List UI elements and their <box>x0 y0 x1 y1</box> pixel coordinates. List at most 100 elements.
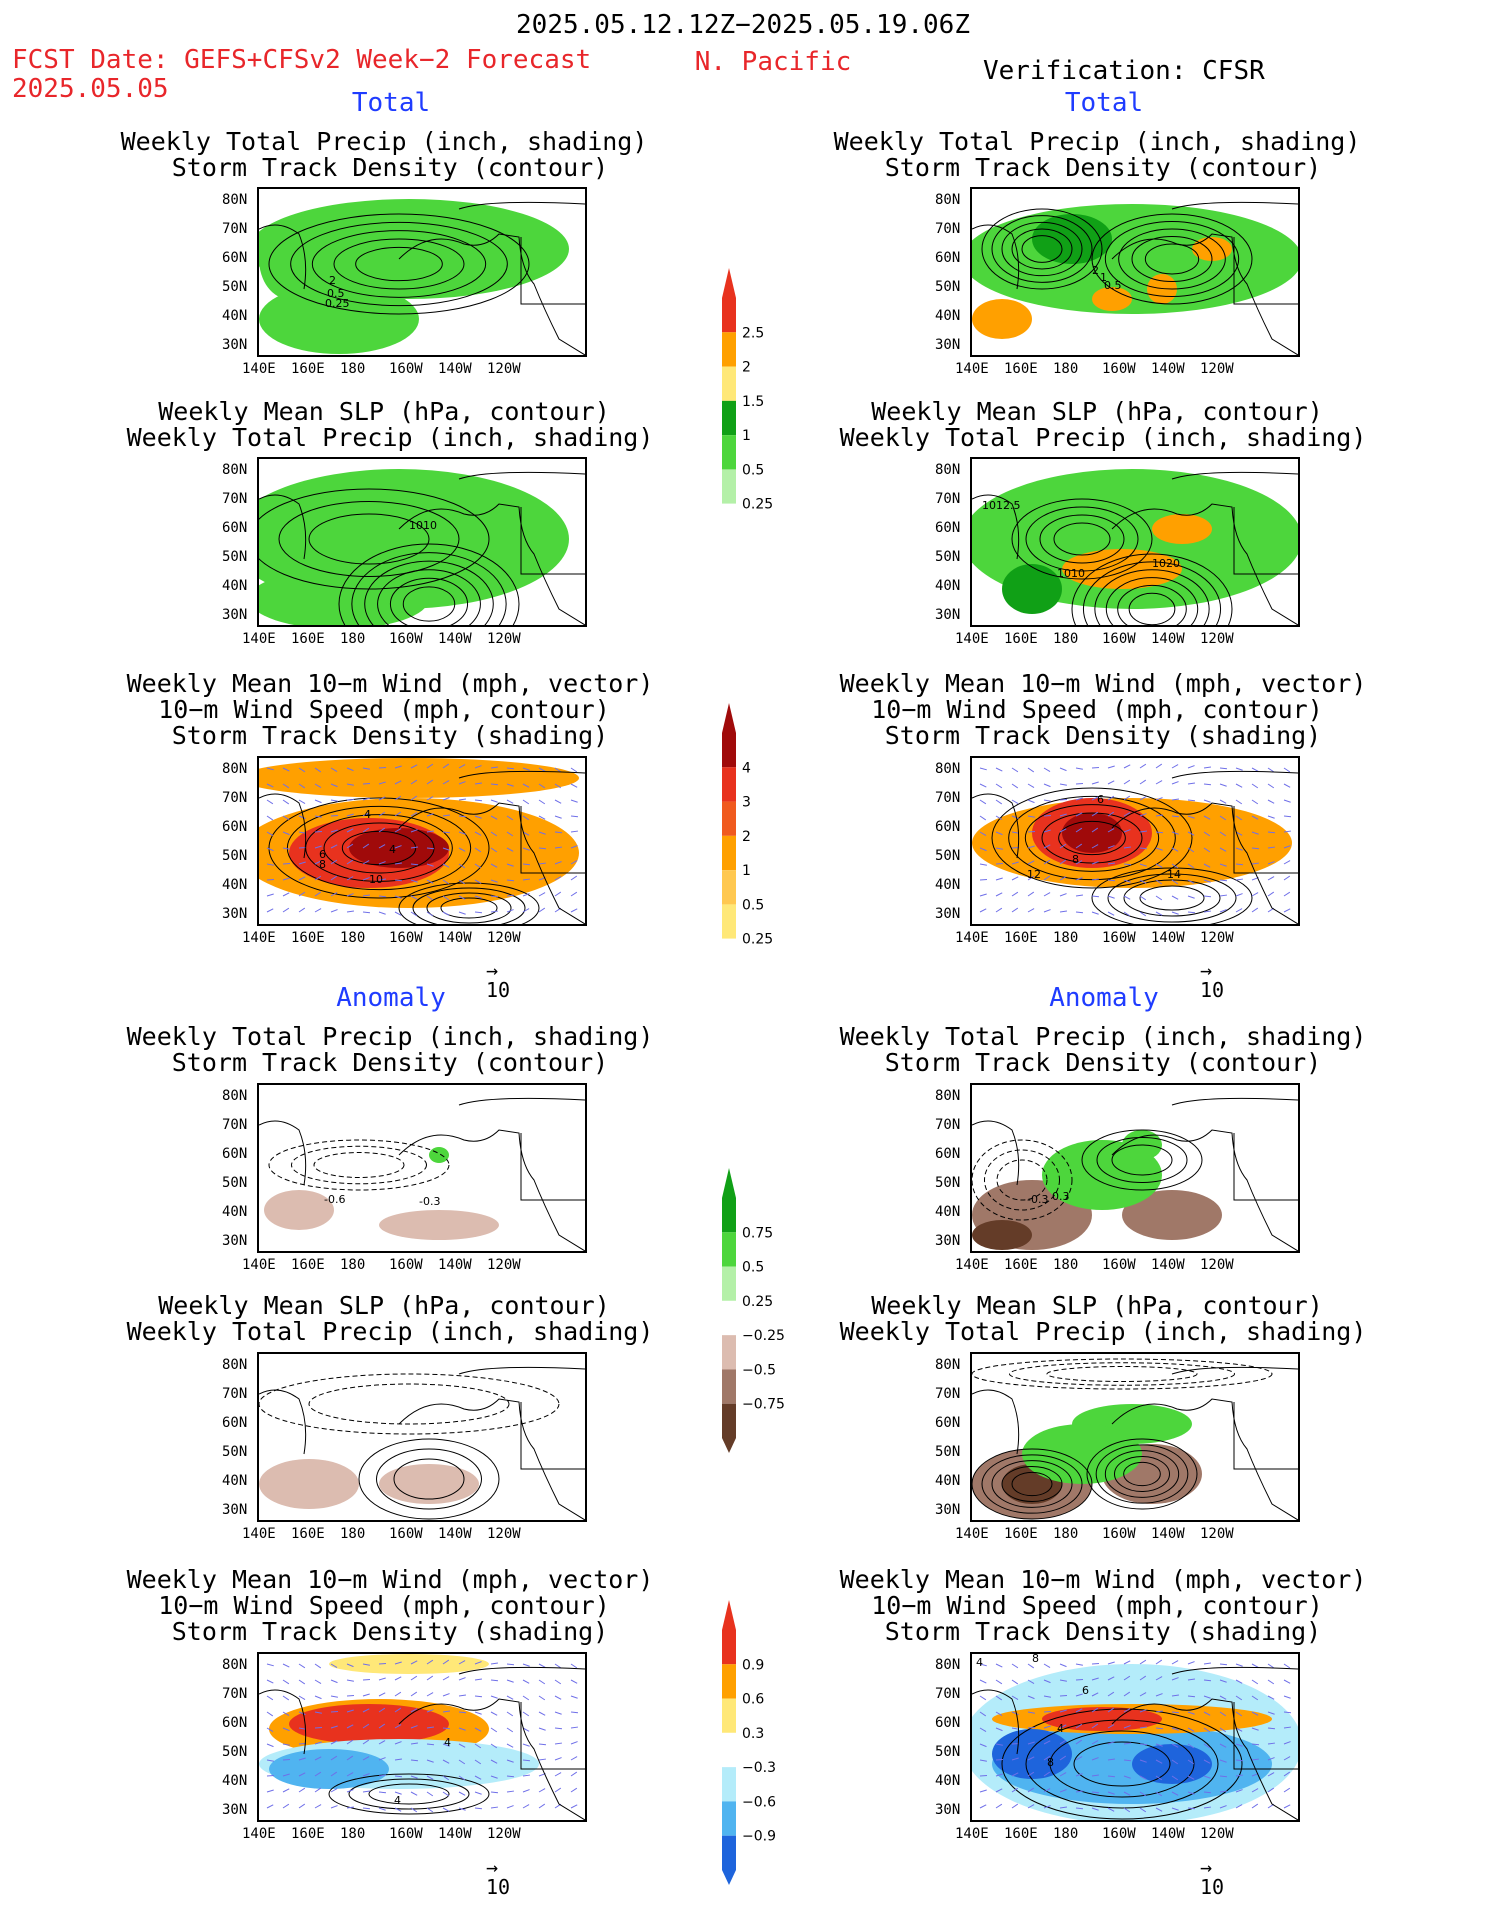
contour-line <box>972 1448 1093 1520</box>
wind-vector <box>314 908 322 913</box>
lat-label: 30N <box>935 337 961 353</box>
contour-line <box>323 822 435 874</box>
wind-vector <box>474 831 482 836</box>
wind-vector <box>979 1743 987 1748</box>
lat-label: 80N <box>222 192 248 208</box>
contour-line <box>1086 1438 1198 1510</box>
wind-vector <box>458 1807 466 1811</box>
wind-vector <box>474 911 483 914</box>
wind-vector <box>426 1775 434 1780</box>
wind-vector <box>394 811 402 817</box>
wind-vector <box>1235 799 1243 805</box>
contour-line <box>1091 867 1253 924</box>
wind-vector <box>474 815 482 819</box>
wind-vector <box>474 895 482 899</box>
wind-vector <box>1059 783 1067 786</box>
wind-vector <box>410 1725 418 1729</box>
wind-vector <box>266 815 274 821</box>
wind-vector <box>1283 1741 1291 1745</box>
wind-vector <box>1075 827 1083 833</box>
contour-line <box>398 882 540 924</box>
wind-vector <box>570 908 578 913</box>
wind-vector <box>362 1739 370 1745</box>
wind-vector <box>1059 1739 1067 1745</box>
ra3-title-1: Weekly Mean 10−m Wind (mph, vector) <box>839 1565 1367 1594</box>
wind-vector <box>1283 1771 1291 1777</box>
shading-region <box>1062 813 1122 853</box>
contour-line <box>393 1458 465 1500</box>
wind-vector <box>1267 1772 1275 1777</box>
contour-label: 8 <box>1032 1654 1039 1665</box>
wind-vector <box>1107 1775 1116 1778</box>
lon-label: 140W <box>1151 1526 1185 1542</box>
wind-vector <box>506 1790 515 1793</box>
wind-vector <box>314 1663 322 1669</box>
lat-label: 80N <box>222 1657 248 1673</box>
lat-label: 70N <box>935 1386 961 1402</box>
lon-label: 160W <box>1102 1526 1136 1542</box>
lon-label: 180 <box>1053 930 1079 946</box>
wind-vector <box>1283 875 1291 881</box>
wind-vector <box>1251 1695 1259 1701</box>
wind-vector <box>1027 1804 1035 1809</box>
lon-label: 160W <box>389 361 423 377</box>
wind-vector <box>298 1757 306 1761</box>
shading-region <box>259 284 419 354</box>
la1-title-1: Weekly Total Precip (inch, shading) <box>126 1022 654 1051</box>
lon-label: 180 <box>340 930 366 946</box>
wind-vector <box>1203 799 1211 803</box>
wind-vector <box>1219 863 1227 867</box>
colorbar-label: 0.75 <box>742 1225 773 1241</box>
lat-label: 80N <box>935 1357 961 1373</box>
contour-line <box>351 552 507 625</box>
lon-label: 180 <box>340 631 366 647</box>
lat-label: 60N <box>935 520 961 536</box>
wind-vector <box>1059 876 1067 881</box>
wind-vector <box>1059 1663 1067 1668</box>
wind-vector <box>1075 1693 1083 1697</box>
wind-vector <box>298 767 306 773</box>
wind-vector <box>538 892 546 897</box>
lon-label: 140W <box>1151 631 1185 647</box>
wind-vector <box>1139 763 1147 769</box>
contour-line <box>1131 236 1213 282</box>
colorbar-precip-anom: 0.75 0.5 0.25 −0.25 −0.5 −0.75 <box>720 1168 790 1453</box>
shading-region <box>259 199 569 299</box>
wind-vector <box>1219 1663 1228 1666</box>
lat-label: 50N <box>935 1175 961 1191</box>
wind-vector <box>1043 909 1051 913</box>
rt2-title-2: Weekly Total Precip (inch, shading) <box>839 423 1367 452</box>
wind-vector <box>282 877 290 881</box>
colorbar-segment <box>722 435 736 470</box>
wind-vector <box>426 796 434 801</box>
wind-vector <box>1043 892 1051 897</box>
wind-vector <box>1187 863 1195 869</box>
wind-vector <box>426 911 434 917</box>
wind-vector <box>298 876 306 881</box>
wind-vector <box>490 1711 498 1716</box>
wind-vector <box>362 767 370 770</box>
wind-vector <box>330 783 338 788</box>
wind-vector <box>1267 891 1275 897</box>
wind-vector <box>330 1788 338 1793</box>
wind-vector <box>554 1787 562 1793</box>
vector-ref-right-anom: → 10 <box>1200 1855 1225 1899</box>
wind-vector <box>298 891 306 897</box>
la3-title-3: Storm Track Density (shading) <box>171 1617 609 1646</box>
wind-vector <box>1219 1790 1228 1793</box>
wind-vector <box>1059 843 1067 849</box>
wind-vector <box>1075 1807 1084 1810</box>
colorbar-label: 2 <box>742 360 751 376</box>
wind-vector <box>554 1711 562 1715</box>
wind-vector <box>346 1724 354 1729</box>
contour-label: 14 <box>1167 868 1181 881</box>
lon-label: 120W <box>487 361 521 377</box>
contour-line <box>1046 1366 1198 1382</box>
colorbar-segment <box>722 767 736 802</box>
wind-vector <box>1155 1775 1163 1781</box>
wind-vector <box>1203 815 1211 820</box>
shading-region <box>972 299 1032 339</box>
wind-vector <box>538 799 546 805</box>
wind-vector <box>995 847 1003 850</box>
wind-vector <box>490 1662 499 1665</box>
